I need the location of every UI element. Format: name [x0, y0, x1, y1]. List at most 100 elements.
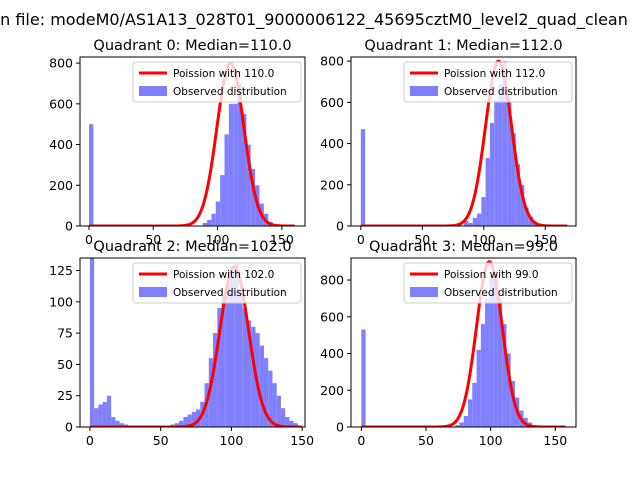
histogram-bar	[472, 217, 478, 226]
legend: Poission with 112.0 Observed distribution	[403, 61, 573, 103]
histogram-bar	[485, 157, 490, 226]
histogram-bar	[238, 289, 243, 427]
histogram-bar	[246, 320, 252, 427]
x-tick-label: 150	[533, 232, 557, 247]
histogram-bar	[208, 358, 214, 427]
histogram-bar	[502, 324, 507, 427]
plot-area	[360, 260, 567, 427]
histogram-bar	[459, 422, 464, 427]
histogram-bar	[263, 358, 269, 427]
y-tick-label: 75	[57, 326, 73, 341]
histogram-bar	[233, 103, 238, 226]
x-tick-label: 0	[85, 232, 93, 247]
y-tick-label: 800	[320, 54, 344, 69]
legend-bar-swatch	[139, 86, 167, 96]
legend: Poission with 99.0 Observed distribution	[403, 262, 573, 304]
panel-quadrant-2: 0 50 100 150 0 25 50 75 100 125 Quadrant 2: Median…	[49, 239, 314, 448]
figure-suptitle: n file: modeM0/AS1A13_028T01_9000006122_…	[0, 10, 628, 30]
y-tick-label: 600	[49, 96, 73, 111]
histogram-bar	[228, 103, 234, 226]
panel-title: Quadrant 1: Median=112.0	[364, 38, 562, 54]
legend-line-label: Poission with 99.0	[444, 269, 539, 281]
legend-line-label: Poission with 110.0	[173, 68, 274, 80]
x-tick-label: 150	[270, 232, 294, 247]
histogram-bar	[102, 401, 107, 427]
legend-frame	[403, 61, 573, 103]
y-tick-label: 125	[49, 263, 73, 278]
y-tick-label: 0	[65, 420, 73, 435]
legend: Poission with 110.0 Observed distribution	[132, 61, 302, 103]
histogram-bar	[489, 276, 494, 427]
legend-line-label: Poission with 112.0	[444, 68, 545, 80]
histogram-bar	[464, 220, 469, 226]
x-tick-label: 100	[472, 232, 496, 247]
y-tick-label: 200	[49, 178, 73, 193]
y-tick-label: 0	[336, 219, 344, 234]
legend-bar-swatch	[410, 287, 438, 297]
histogram-bar	[280, 408, 286, 427]
histogram-bar	[481, 197, 486, 226]
panel-quadrant-3: 0 50 100 150 0 200 400 600 800 Quadrant 3: Median…	[320, 239, 577, 448]
x-tick-label: 50	[153, 433, 169, 448]
y-tick-label: 800	[320, 273, 344, 288]
histogram-bar	[111, 416, 116, 427]
poisson-curve	[88, 265, 304, 427]
plot-area	[88, 258, 304, 427]
plot-area	[359, 59, 569, 226]
histogram-bar	[485, 298, 490, 427]
histogram-bar	[480, 324, 486, 427]
panel-title: Quadrant 2: Median=102.0	[93, 239, 291, 255]
histogram-bar	[234, 264, 239, 427]
axes-frame	[350, 257, 577, 428]
y-tick-label: 25	[57, 388, 73, 403]
x-tick-label: 100	[219, 433, 243, 448]
histogram-bar	[455, 425, 460, 427]
x-tick-label: 50	[145, 232, 161, 247]
x-tick-label: 100	[206, 232, 230, 247]
legend-frame	[403, 262, 573, 304]
histogram-bar	[225, 283, 230, 427]
histogram-bar	[276, 395, 281, 427]
y-tick-label: 800	[49, 56, 73, 71]
panel-quadrant-1: 0 50 100 150 0 200 400 600 800 Quadrant 1: Median…	[320, 38, 577, 247]
histogram-bar	[89, 124, 94, 226]
histogram-bar	[468, 399, 473, 427]
histogram-bar	[89, 258, 95, 427]
histogram-bar	[215, 201, 221, 226]
panels: 0 50 100 150 0 200 400 600 800 Quadrant 0: Median…	[49, 38, 577, 448]
plot-area	[88, 61, 296, 226]
histogram-bar	[191, 411, 197, 427]
histogram-bar	[211, 213, 216, 226]
x-tick-label: 100	[479, 433, 503, 448]
poisson-curve	[360, 260, 567, 427]
y-tick-label: 400	[320, 346, 344, 361]
y-tick-label: 200	[320, 383, 344, 398]
y-tick-label: 600	[320, 95, 344, 110]
axes-frame	[350, 56, 577, 227]
histogram-bar	[293, 423, 298, 427]
histogram-bar	[183, 416, 188, 427]
histogram-bar	[217, 308, 222, 427]
histogram-bar	[507, 100, 512, 226]
histogram-bar	[502, 61, 508, 226]
x-tick-label: 50	[414, 232, 430, 247]
histogram-bar	[476, 349, 481, 427]
legend-line-label: Poission with 102.0	[173, 269, 274, 281]
histogram-bar	[174, 423, 180, 427]
histogram-bar	[289, 420, 294, 427]
histogram-bar	[489, 122, 495, 226]
histogram-bar	[477, 213, 482, 226]
x-tick-label: 0	[86, 433, 94, 448]
poisson-curve	[88, 61, 296, 226]
y-tick-label: 0	[65, 219, 73, 234]
legend-bar-label: Observed distribution	[444, 287, 558, 299]
histogram-bar	[528, 216, 533, 226]
histogram-bar	[511, 133, 516, 226]
histogram-bar	[246, 144, 251, 226]
histogram-bar	[220, 175, 225, 226]
histogram-bar	[506, 353, 511, 427]
axes-frame	[79, 257, 306, 428]
histogram-bar	[498, 83, 503, 226]
histogram-bar	[463, 415, 469, 427]
y-tick-label: 400	[320, 136, 344, 151]
